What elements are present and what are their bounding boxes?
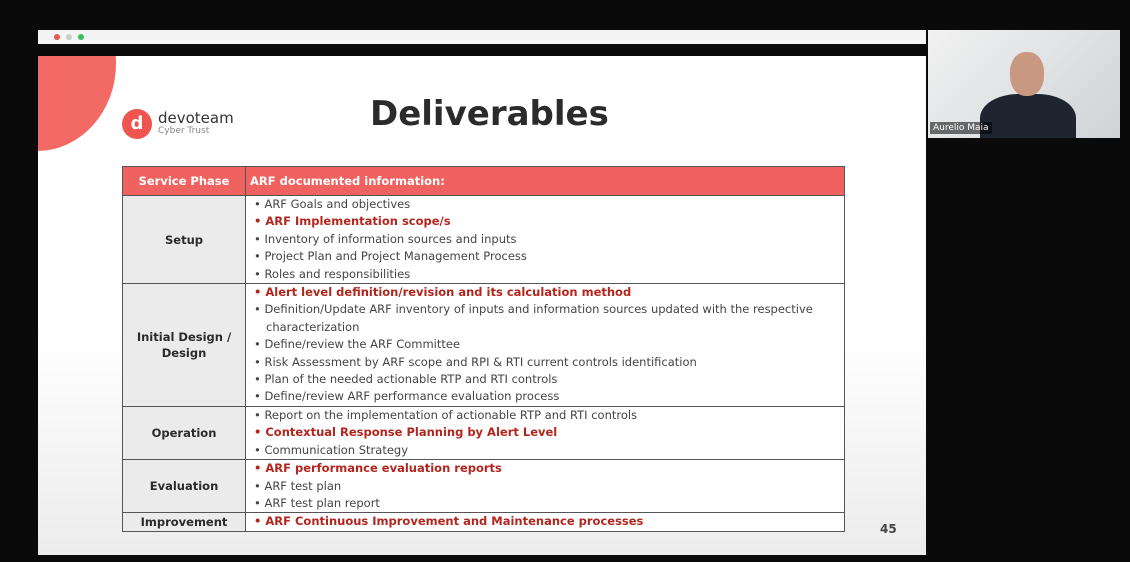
bullet-item: • Contextual Response Planning by Alert … (254, 425, 558, 440)
item-text: Define/review ARF performance evaluation… (264, 389, 560, 404)
bullet-item: • Roles and responsibilities (254, 266, 411, 281)
phase-cell: Evaluation (122, 459, 246, 514)
browser-bar (38, 30, 926, 44)
window-dot[interactable] (78, 34, 84, 40)
corner-decoration (38, 56, 116, 151)
bullet-item: • Report on the implementation of action… (254, 407, 638, 422)
item-text: Definition/Update ARF inventory of input… (264, 302, 813, 334)
bullet-item: • Inventory of information sources and i… (254, 231, 517, 246)
item-text: Inventory of information sources and inp… (264, 231, 517, 246)
table-row: Setup • ARF Goals and objectives • ARF Imp… (122, 194, 845, 285)
logo-subtitle: Cyber Trust (158, 126, 210, 136)
bullet-item: • ARF performance evaluation reports (254, 461, 502, 476)
table-row: Improvement • ARF Continuous Improvement … (122, 512, 845, 532)
item-text: ARF test plan (264, 478, 342, 493)
item-text: Alert level definition/revision and its … (265, 285, 632, 300)
bullet-item: • Definition/Update ARF inventory of inp… (254, 302, 813, 334)
item-text: Plan of the needed actionable RTP and RT… (264, 372, 558, 387)
bullet-item: • ARF test plan (254, 478, 342, 493)
bullet-item: • Risk Assessment by ARF scope and RPI &… (254, 354, 697, 369)
page-number: 45 (880, 522, 897, 536)
slide: d devoteam Cyber Trust Deliverables Serv… (38, 56, 926, 555)
logo-icon: d (122, 109, 152, 139)
bullet-item: • ARF Goals and objectives (254, 197, 411, 211)
window-dot[interactable] (66, 34, 72, 40)
bullet-item: • Alert level definition/revision and it… (254, 285, 632, 300)
item-text: ARF Continuous Improvement and Maintenan… (265, 514, 644, 529)
items-cell: • ARF Continuous Improvement and Mainten… (245, 512, 845, 532)
bullet-item: • ARF test plan report (254, 495, 380, 510)
bullet-item: • ARF Continuous Improvement and Mainten… (254, 514, 644, 529)
bullet-item: • ARF Implementation scope/s (254, 214, 451, 229)
bullet-item: • Define/review ARF performance evaluati… (254, 389, 560, 404)
items-cell: • Alert level definition/revision and it… (245, 283, 845, 407)
item-text: Report on the implementation of actionab… (264, 407, 638, 422)
phase-cell: Operation (122, 405, 246, 461)
item-text: ARF Goals and objectives (264, 197, 411, 211)
item-text: ARF performance evaluation reports (265, 461, 502, 476)
bullet-item: • Define/review the ARF Committee (254, 337, 461, 352)
bullet-item: • Communication Strategy (254, 442, 409, 457)
slide-title: Deliverables (370, 94, 609, 134)
phase-cell: Initial Design / Design (122, 283, 246, 407)
item-text: Define/review the ARF Committee (264, 337, 461, 352)
item-text: ARF Implementation scope/s (265, 214, 451, 229)
item-text: Risk Assessment by ARF scope and RPI & R… (264, 354, 697, 369)
bullet-item: • Plan of the needed actionable RTP and … (254, 372, 558, 387)
table-row: Operation • Report on the implementation … (122, 405, 845, 461)
item-text: Roles and responsibilities (264, 266, 411, 281)
bullet-item: • Project Plan and Project Management Pr… (254, 249, 527, 264)
deliverables-table: Service Phase ARF documented information… (122, 166, 845, 532)
phase-cell: Improvement (122, 512, 246, 532)
header-cell: ARF documented information: (245, 166, 845, 196)
window-dot[interactable] (54, 34, 60, 40)
item-text: Project Plan and Project Management Proc… (264, 249, 527, 264)
participant-body (980, 94, 1076, 138)
table-row: Evaluation • ARF performance evaluation r… (122, 459, 845, 514)
item-text: Contextual Response Planning by Alert Le… (265, 425, 558, 440)
items-cell: • Report on the implementation of action… (245, 405, 845, 461)
header-cell: Service Phase (122, 166, 246, 196)
participant-name: Aurelio Maia (930, 122, 992, 134)
items-cell: • ARF Goals and objectives • ARF Implemen… (245, 194, 845, 285)
participant-head (1010, 52, 1044, 96)
item-text: Communication Strategy (264, 442, 409, 457)
logo-name: devoteam (158, 109, 234, 127)
item-text: ARF test plan report (264, 495, 380, 510)
video-tile[interactable]: Aurelio Maia (928, 30, 1120, 138)
items-cell: • ARF performance evaluation reports • AR… (245, 459, 845, 514)
phase-cell: Setup (122, 194, 246, 285)
table-row: Initial Design / Design • Alert level def… (122, 283, 845, 407)
